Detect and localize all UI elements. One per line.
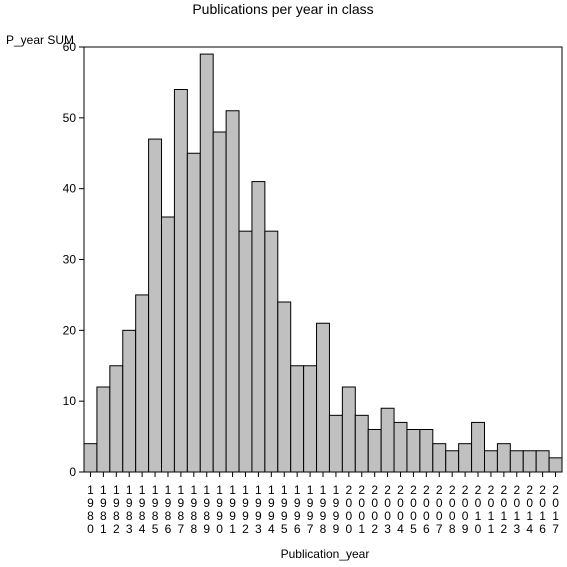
y-tick-label: 60 (63, 40, 77, 54)
bar (225, 110, 240, 473)
bar (277, 301, 292, 473)
bar (173, 89, 188, 473)
bar (354, 414, 369, 473)
bar (535, 450, 550, 473)
x-axis: 1 9 8 0 1 9 8 1 1 9 8 2 1 9 8 3 1 9 8 4 1 9 8 5 1 9 8 6 1 9 8 7 1 9 8 8 1 9 8 9… (87, 472, 559, 536)
bars (83, 53, 563, 473)
bar (303, 365, 318, 473)
y-tick-label: 20 (63, 323, 77, 337)
bar (251, 181, 266, 473)
y-tick-label: 40 (63, 182, 77, 196)
bar (186, 152, 201, 473)
bar (483, 450, 498, 473)
bar (471, 421, 485, 473)
bar (199, 53, 214, 473)
bar (109, 365, 124, 473)
bar (290, 365, 305, 473)
y-tick-label: 0 (69, 465, 76, 479)
bar (419, 429, 434, 473)
y-tick-label: 50 (63, 111, 77, 125)
bar (328, 414, 343, 473)
y-axis-label: P_year SUM (6, 33, 74, 47)
bar (148, 138, 163, 473)
chart-title: Publications per year in class (192, 1, 373, 17)
x-axis-label: Publication_year (281, 547, 370, 561)
bar (316, 322, 330, 473)
bar (341, 386, 356, 473)
bar (393, 421, 408, 473)
bar (509, 450, 524, 473)
bar (96, 386, 111, 473)
bar (496, 443, 511, 473)
bar (83, 443, 98, 473)
bar (406, 429, 421, 473)
y-tick-label: 30 (63, 253, 77, 267)
bar (367, 429, 382, 473)
bar (122, 329, 137, 473)
bar (135, 294, 150, 473)
bar (432, 443, 447, 473)
bar (161, 216, 175, 473)
bar (212, 131, 227, 473)
bar (445, 450, 460, 473)
bar (238, 230, 253, 473)
bar (380, 407, 395, 473)
bar (264, 230, 279, 473)
y-axis: 0 10 20 30 40 50 60 (63, 40, 84, 479)
bar (522, 450, 537, 473)
bar (548, 457, 563, 473)
bar (458, 443, 473, 473)
y-tick-label: 10 (63, 394, 77, 408)
